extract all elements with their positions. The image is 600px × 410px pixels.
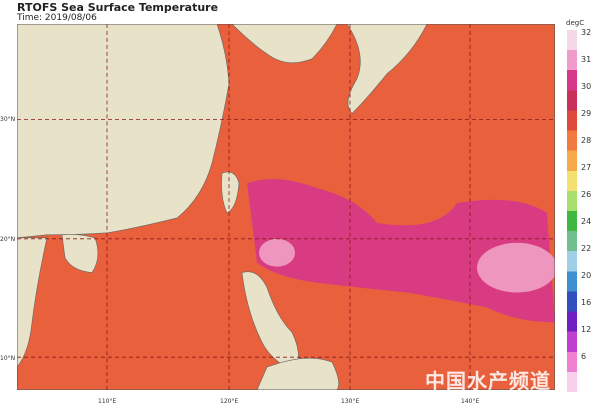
lon-label: 120°E xyxy=(220,398,239,405)
colorbar-tick: 16 xyxy=(581,298,592,307)
land xyxy=(17,24,428,390)
colorbar-tick: 30 xyxy=(581,82,592,91)
colorbar-tick: 27 xyxy=(581,163,592,172)
lat-label: 30°N xyxy=(0,116,16,123)
colorbar-tick: 12 xyxy=(581,325,592,334)
colorbar-tick: 22 xyxy=(581,244,592,253)
lon-label: 130°E xyxy=(341,398,360,405)
colorbar-tick: 29 xyxy=(581,109,592,118)
colorbar-tick: 26 xyxy=(581,190,592,199)
lat-label: 10°N xyxy=(0,355,16,362)
map-title: RTOFS Sea Surface Temperature xyxy=(17,1,219,14)
sst-map xyxy=(17,24,555,390)
colorbar-tick: 31 xyxy=(581,55,592,64)
map-time: Time: 2019/08/06 xyxy=(17,13,97,23)
hot-water-region xyxy=(247,179,555,323)
lat-label: 20°N xyxy=(0,236,16,243)
lon-label: 110°E xyxy=(98,398,117,405)
lon-label: 140°E xyxy=(461,398,480,405)
colorbar-tick: 6 xyxy=(581,352,587,361)
watermark: 中国水产频道 xyxy=(425,369,551,393)
colorbar-unit: degC xyxy=(566,19,585,27)
colorbar-tick: 32 xyxy=(581,28,592,37)
colorbar-tick: 28 xyxy=(581,136,592,145)
gridlines xyxy=(17,24,555,390)
colorbar-tick: 20 xyxy=(581,271,592,280)
colorbar xyxy=(567,30,577,392)
colorbar-tick: 24 xyxy=(581,217,592,226)
